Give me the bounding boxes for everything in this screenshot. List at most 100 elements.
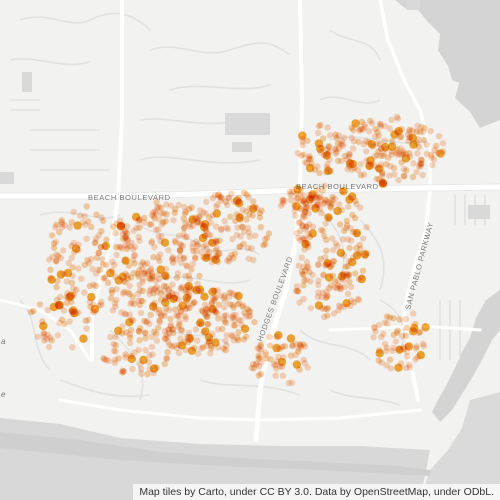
map-point — [339, 187, 346, 195]
map-point — [196, 213, 203, 220]
map-point — [112, 230, 119, 237]
map-point — [126, 282, 133, 289]
map-point — [383, 313, 391, 320]
map-point — [126, 334, 134, 341]
map-point — [181, 224, 188, 232]
map-point — [335, 201, 343, 208]
map-point — [73, 221, 82, 230]
map-point — [223, 332, 230, 339]
map-point — [296, 299, 303, 306]
map-point — [68, 279, 76, 287]
map-point — [88, 223, 95, 231]
map-point — [146, 365, 154, 373]
map-point — [370, 334, 377, 341]
map-point — [211, 338, 220, 347]
map-point — [68, 308, 75, 315]
map-point — [257, 370, 265, 377]
map-point — [137, 309, 145, 317]
map-point — [153, 337, 161, 344]
map-point — [215, 301, 223, 309]
map-point — [378, 359, 385, 366]
map-point — [68, 219, 76, 226]
map-point — [60, 307, 68, 314]
map-point — [350, 127, 357, 134]
map-point — [161, 298, 170, 307]
map-point — [319, 187, 326, 194]
map-point — [336, 248, 345, 257]
map-point — [417, 161, 424, 168]
map-point — [111, 261, 118, 269]
map-point — [230, 322, 238, 329]
map-point — [342, 263, 349, 270]
map-point — [164, 333, 172, 340]
map-point — [381, 137, 388, 144]
map-point — [373, 140, 380, 147]
map-point — [108, 289, 116, 296]
map-point — [394, 327, 401, 334]
map-point — [307, 278, 314, 285]
map-point — [56, 229, 63, 236]
map-point — [279, 197, 286, 204]
map-point — [295, 234, 302, 241]
map-point — [402, 150, 409, 158]
map-point — [345, 195, 354, 204]
map-point — [414, 150, 421, 157]
map-point — [162, 218, 169, 225]
map-point — [64, 289, 71, 297]
map-point — [65, 259, 72, 267]
water-east-river — [432, 290, 500, 422]
map-point — [357, 204, 364, 211]
map-point — [380, 150, 387, 157]
map-point — [386, 125, 393, 132]
map-point — [163, 274, 170, 281]
map-point — [409, 140, 418, 149]
map-point — [209, 330, 216, 338]
map-point — [187, 223, 194, 231]
map-point — [416, 128, 424, 135]
map-point — [122, 233, 129, 240]
map-point — [61, 320, 68, 328]
map-point — [371, 325, 378, 332]
map-point — [293, 283, 301, 290]
map-point — [316, 194, 323, 202]
map-point — [171, 209, 178, 216]
map-point — [110, 341, 117, 348]
map-point — [338, 157, 345, 165]
map-point — [400, 173, 408, 180]
map-point — [423, 150, 430, 158]
map-point — [316, 205, 323, 212]
map-point — [257, 224, 264, 231]
map-point — [203, 227, 210, 234]
map-point — [192, 254, 199, 261]
map-point — [387, 142, 397, 151]
map-point — [120, 368, 127, 375]
map-point — [184, 302, 192, 309]
map-point — [302, 226, 309, 233]
map-point — [121, 310, 128, 317]
map-point — [136, 337, 143, 344]
map-point — [272, 372, 279, 379]
map-point — [185, 293, 192, 301]
map-point — [393, 151, 401, 158]
map-point — [45, 343, 53, 351]
map-point — [189, 240, 197, 247]
map-point — [227, 213, 234, 220]
map-point — [302, 240, 309, 247]
map-point — [261, 236, 269, 243]
map-point — [83, 325, 90, 332]
map-point — [151, 243, 158, 251]
map-point — [93, 211, 100, 218]
map-point — [253, 360, 260, 367]
map-point — [54, 332, 61, 339]
map-point — [223, 312, 230, 319]
map-point — [158, 210, 165, 217]
map-point — [359, 267, 367, 274]
map-point — [175, 349, 183, 357]
map-point — [352, 251, 362, 260]
map-point — [348, 258, 357, 267]
map-point — [48, 232, 56, 239]
map-point — [319, 144, 326, 152]
map-point — [142, 347, 149, 354]
